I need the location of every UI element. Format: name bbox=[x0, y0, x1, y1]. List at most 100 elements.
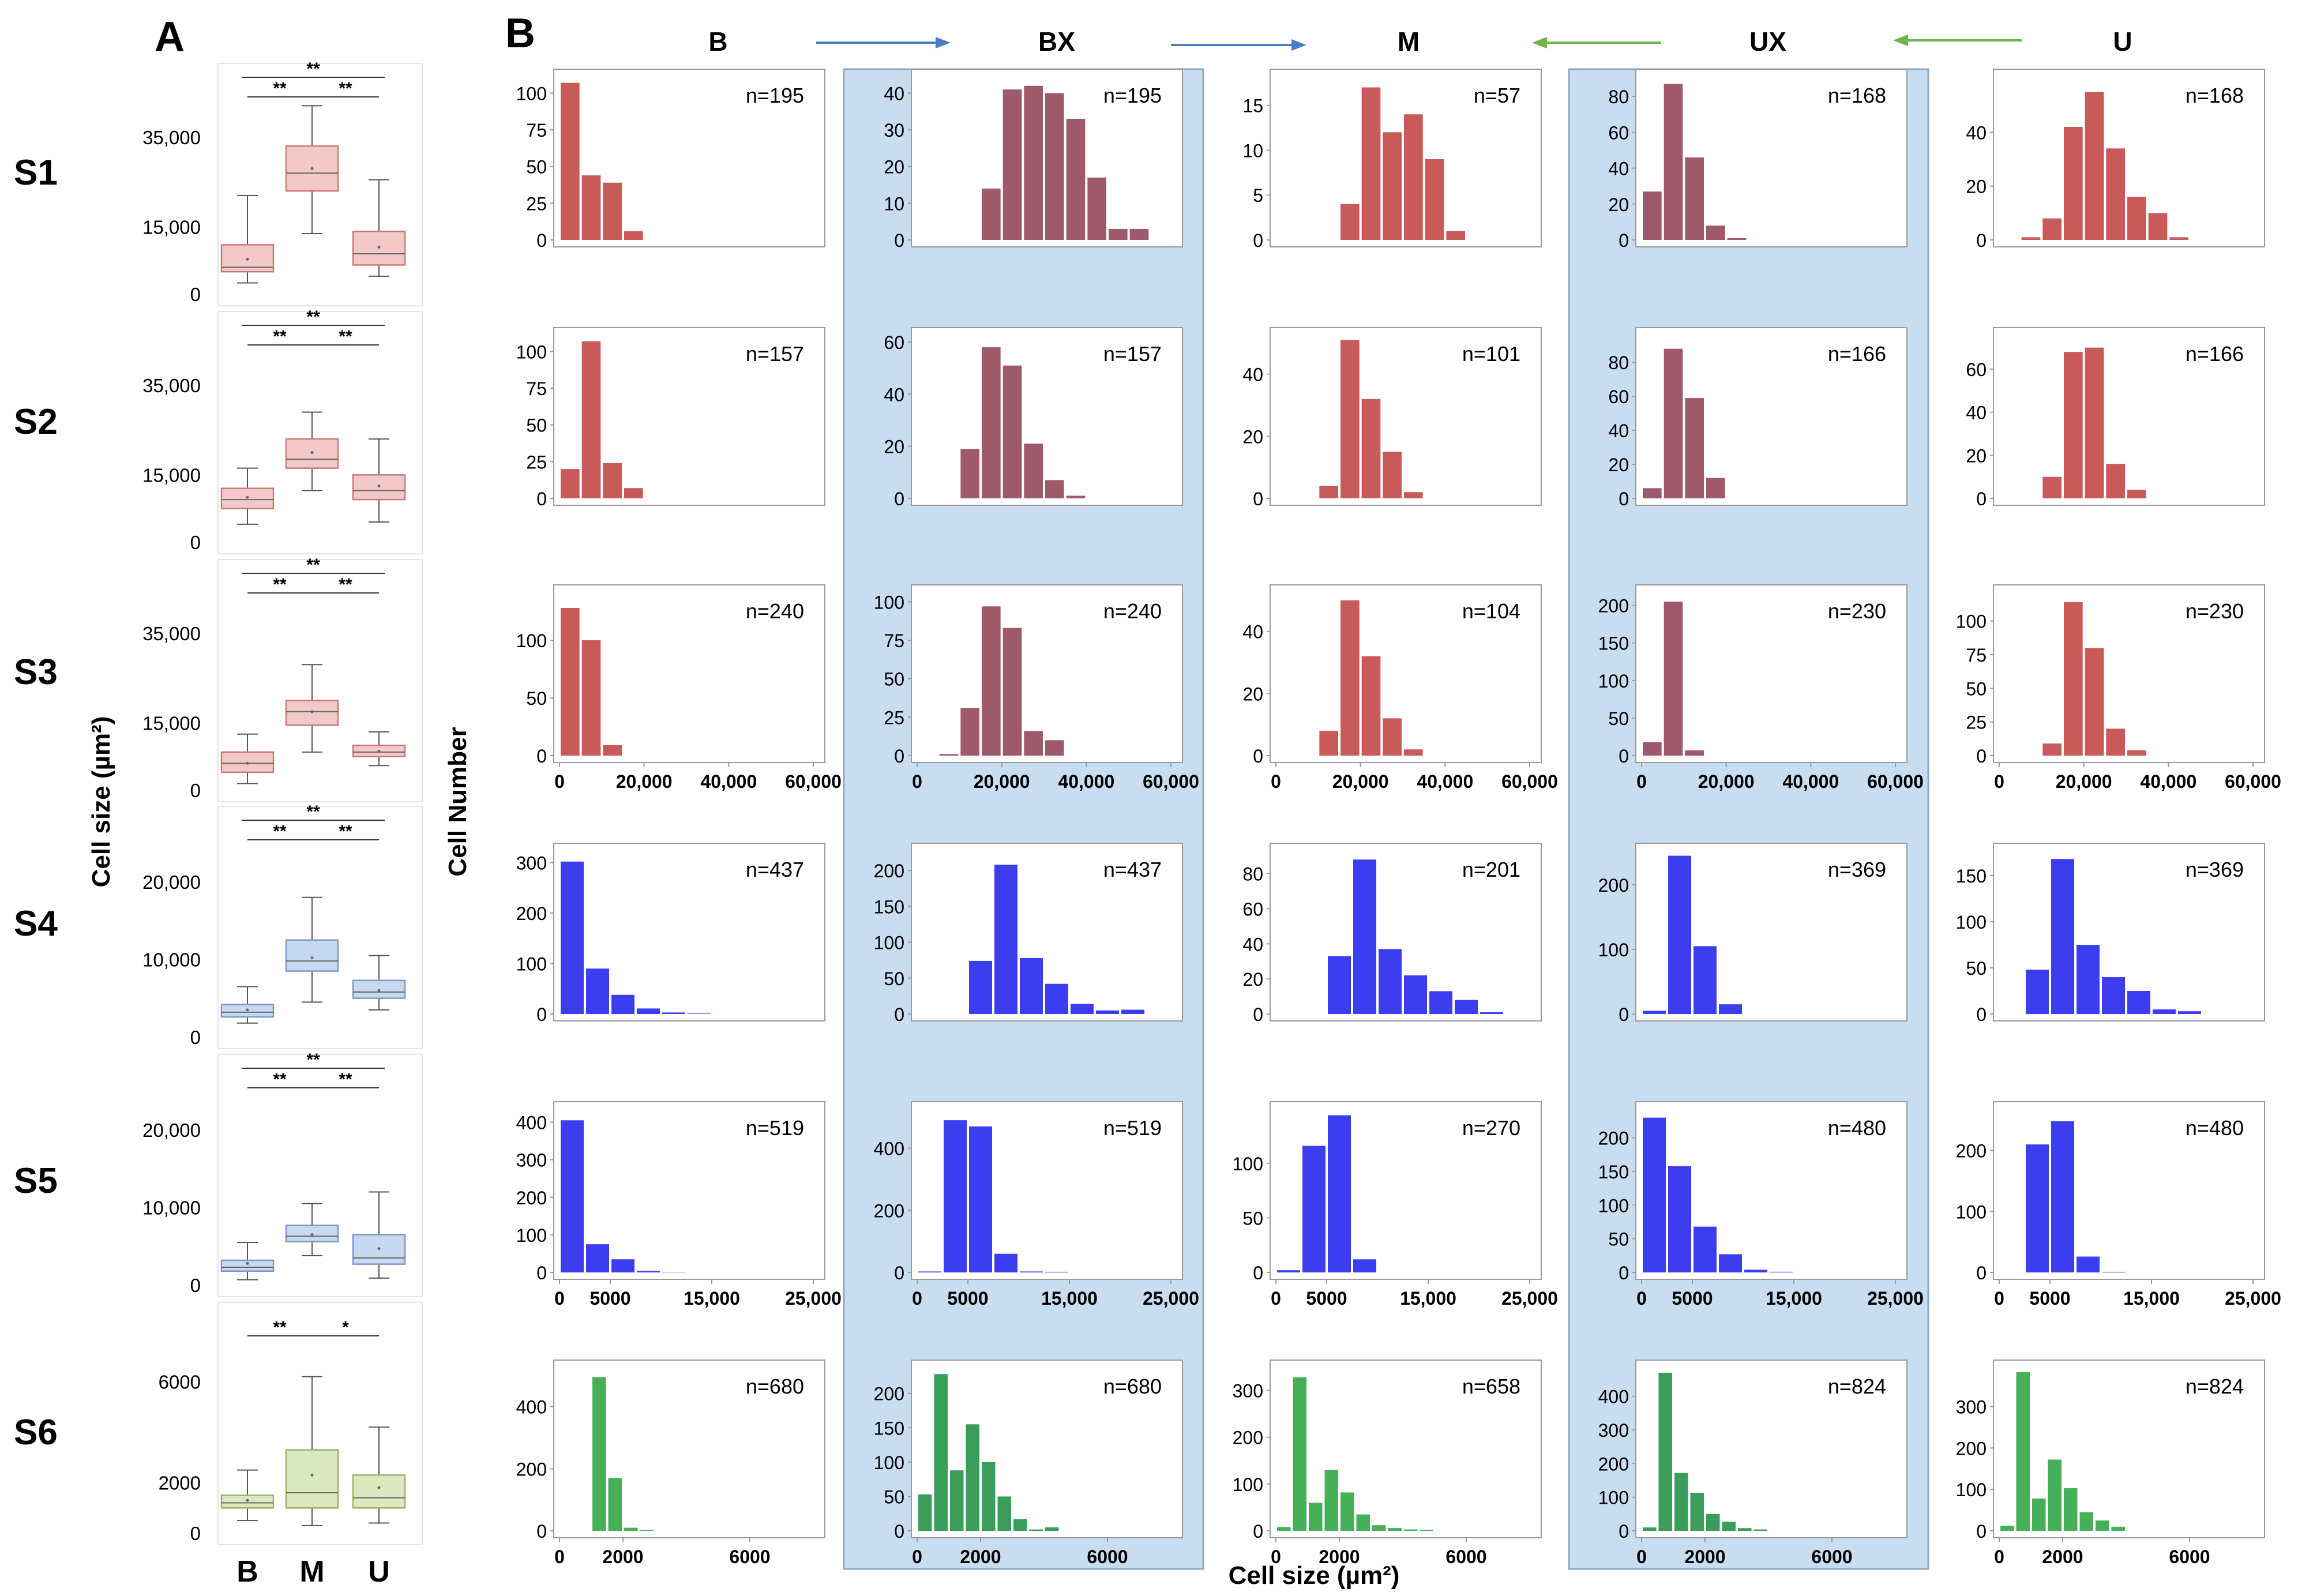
histogram-xtick-label: 40,000 bbox=[2140, 771, 2196, 792]
histogram-s4-u: 0 50 100 150 n=369 bbox=[1956, 843, 2265, 1025]
histogram-bar bbox=[1109, 228, 1128, 240]
histogram-ytick-label: 50 bbox=[526, 415, 547, 436]
histogram-ytick-label: 75 bbox=[1966, 645, 1987, 666]
box-mean-marker bbox=[377, 1247, 381, 1250]
histogram-ytick-label: 150 bbox=[1598, 1162, 1629, 1182]
histogram-n-label: n=230 bbox=[2186, 599, 2244, 623]
box-mean-marker bbox=[310, 710, 314, 713]
significance-label: ** bbox=[273, 79, 287, 98]
boxplot-s4: 20,000 10,000 0 ** ** ** bbox=[142, 802, 423, 1049]
histogram-s3-m: 0 20 40 n=104 0 20,000 40,000 60,000 bbox=[1242, 584, 1558, 792]
histogram-ytick-label: 80 bbox=[1608, 87, 1629, 107]
box-b bbox=[220, 1241, 275, 1280]
histogram-bar bbox=[1328, 956, 1351, 1014]
significance-label: ** bbox=[273, 1070, 287, 1089]
histogram-bar bbox=[994, 865, 1017, 1014]
significance-label: ** bbox=[339, 575, 352, 594]
histogram-bar bbox=[1404, 492, 1423, 498]
histogram-s4-ux: 0 100 200 n=369 bbox=[1598, 843, 1908, 1025]
histogram-bar bbox=[2178, 1011, 2201, 1014]
histogram-ytick-label: 100 bbox=[516, 341, 547, 362]
histogram-ytick-label: 20 bbox=[1608, 194, 1629, 215]
histogram-bar bbox=[1340, 600, 1360, 756]
histogram-xtick-label: 0 bbox=[912, 1288, 922, 1309]
histogram-bar bbox=[2127, 197, 2146, 240]
histogram-bar bbox=[1706, 478, 1725, 498]
box-m bbox=[285, 896, 339, 1003]
histogram-xtick-label: 2000 bbox=[960, 1546, 1001, 1567]
histogram-ytick-label: 100 bbox=[1598, 1195, 1629, 1216]
histogram-bar bbox=[1066, 119, 1086, 240]
histogram-xtick-label: 0 bbox=[1636, 771, 1647, 792]
histogram-ytick-label: 25 bbox=[526, 452, 547, 472]
histogram-bar bbox=[1420, 1530, 1433, 1531]
histogram-bar bbox=[2026, 1144, 2049, 1272]
histogram-bar bbox=[1643, 1117, 1666, 1272]
significance-label: ** bbox=[339, 822, 352, 841]
histogram-bar bbox=[603, 463, 622, 498]
histogram-ytick-label: 0 bbox=[1976, 1263, 1987, 1283]
histogram-n-label: n=166 bbox=[1828, 342, 1886, 366]
histogram-bar bbox=[1020, 1271, 1043, 1272]
histogram-bar bbox=[2042, 743, 2062, 756]
histogram-ytick-label: 200 bbox=[1956, 1141, 1987, 1162]
histogram-bar bbox=[1293, 1377, 1306, 1531]
box-iqr bbox=[220, 1259, 275, 1272]
histogram-bar bbox=[1024, 85, 1043, 240]
histogram-bar bbox=[1685, 398, 1704, 498]
histogram-n-label: n=680 bbox=[1103, 1375, 1162, 1398]
histogram-bar bbox=[1340, 340, 1360, 498]
histogram-xtick-label: 40,000 bbox=[1782, 771, 1839, 792]
panel-a-xlabel-m: M bbox=[299, 1555, 324, 1589]
histogram-bar bbox=[2085, 92, 2104, 241]
box-m bbox=[285, 1203, 339, 1256]
histogram-ytick-label: 0 bbox=[536, 1521, 547, 1542]
histogram-frame bbox=[1270, 584, 1542, 763]
boxplot-s3: 35,000 15,000 0 ** ** ** bbox=[142, 555, 423, 802]
boxplot-ytick-label: 35,000 bbox=[142, 623, 201, 644]
histogram-ytick-label: 200 bbox=[874, 861, 904, 881]
histogram-ytick-label: 400 bbox=[516, 1113, 547, 1133]
histogram-bar bbox=[1324, 1470, 1338, 1531]
histogram-bar bbox=[2051, 1121, 2074, 1272]
histogram-bar bbox=[2169, 237, 2188, 240]
histogram-ytick-label: 0 bbox=[1976, 1521, 1987, 1542]
histogram-xtick-label: 0 bbox=[554, 771, 565, 792]
histogram-s4-b: 0 100 200 300 n=437 bbox=[516, 843, 825, 1025]
histogram-ytick-label: 200 bbox=[1956, 1438, 1987, 1459]
histogram-bar bbox=[2042, 476, 2062, 498]
histogram-bar bbox=[1029, 1529, 1043, 1531]
histogram-ytick-label: 0 bbox=[1253, 1263, 1263, 1283]
histogram-ytick-label: 100 bbox=[516, 630, 547, 651]
histogram-ytick-label: 40 bbox=[884, 384, 904, 405]
histogram-bar bbox=[1674, 1473, 1688, 1531]
histogram-ytick-label: 50 bbox=[1608, 1229, 1629, 1250]
histogram-frame bbox=[911, 584, 1183, 763]
histogram-bar bbox=[2106, 464, 2125, 498]
histogram-bar bbox=[581, 640, 601, 756]
histogram-n-label: n=369 bbox=[1828, 858, 1886, 881]
histogram-ytick-label: 200 bbox=[516, 1459, 547, 1479]
histogram-bar bbox=[586, 1244, 609, 1272]
histogram-ytick-label: 20 bbox=[1966, 445, 1987, 466]
histogram-row-s4: 0 100 200 300 n=437 0 50 100 150 200 n=437 0 20 40 60 8… bbox=[516, 843, 2265, 1025]
histogram-ytick-label: 200 bbox=[516, 903, 547, 924]
histogram-bar bbox=[1404, 975, 1427, 1014]
histogram-ytick-label: 60 bbox=[1608, 386, 1629, 407]
box-iqr bbox=[285, 939, 339, 972]
histogram-bar bbox=[561, 608, 580, 756]
histogram-bar bbox=[2064, 352, 2083, 498]
histogram-ytick-label: 40 bbox=[1608, 159, 1629, 179]
histogram-ytick-label: 5 bbox=[1253, 185, 1263, 206]
boxplot-s2: 35,000 15,000 0 ** ** ** bbox=[142, 307, 423, 554]
histogram-bar bbox=[1129, 228, 1149, 240]
histogram-bar bbox=[2042, 218, 2062, 240]
histogram-bar bbox=[1121, 1009, 1144, 1014]
histogram-n-label: n=658 bbox=[1462, 1375, 1520, 1398]
histogram-bar bbox=[1045, 1527, 1059, 1531]
histogram-bar bbox=[1353, 1259, 1376, 1272]
histogram-s1-bx: 0 10 20 30 40 n=195 bbox=[884, 69, 1183, 251]
significance-label: ** bbox=[306, 802, 320, 821]
histogram-xtick-label: 5000 bbox=[1672, 1288, 1713, 1309]
histogram-bar bbox=[1383, 718, 1402, 756]
